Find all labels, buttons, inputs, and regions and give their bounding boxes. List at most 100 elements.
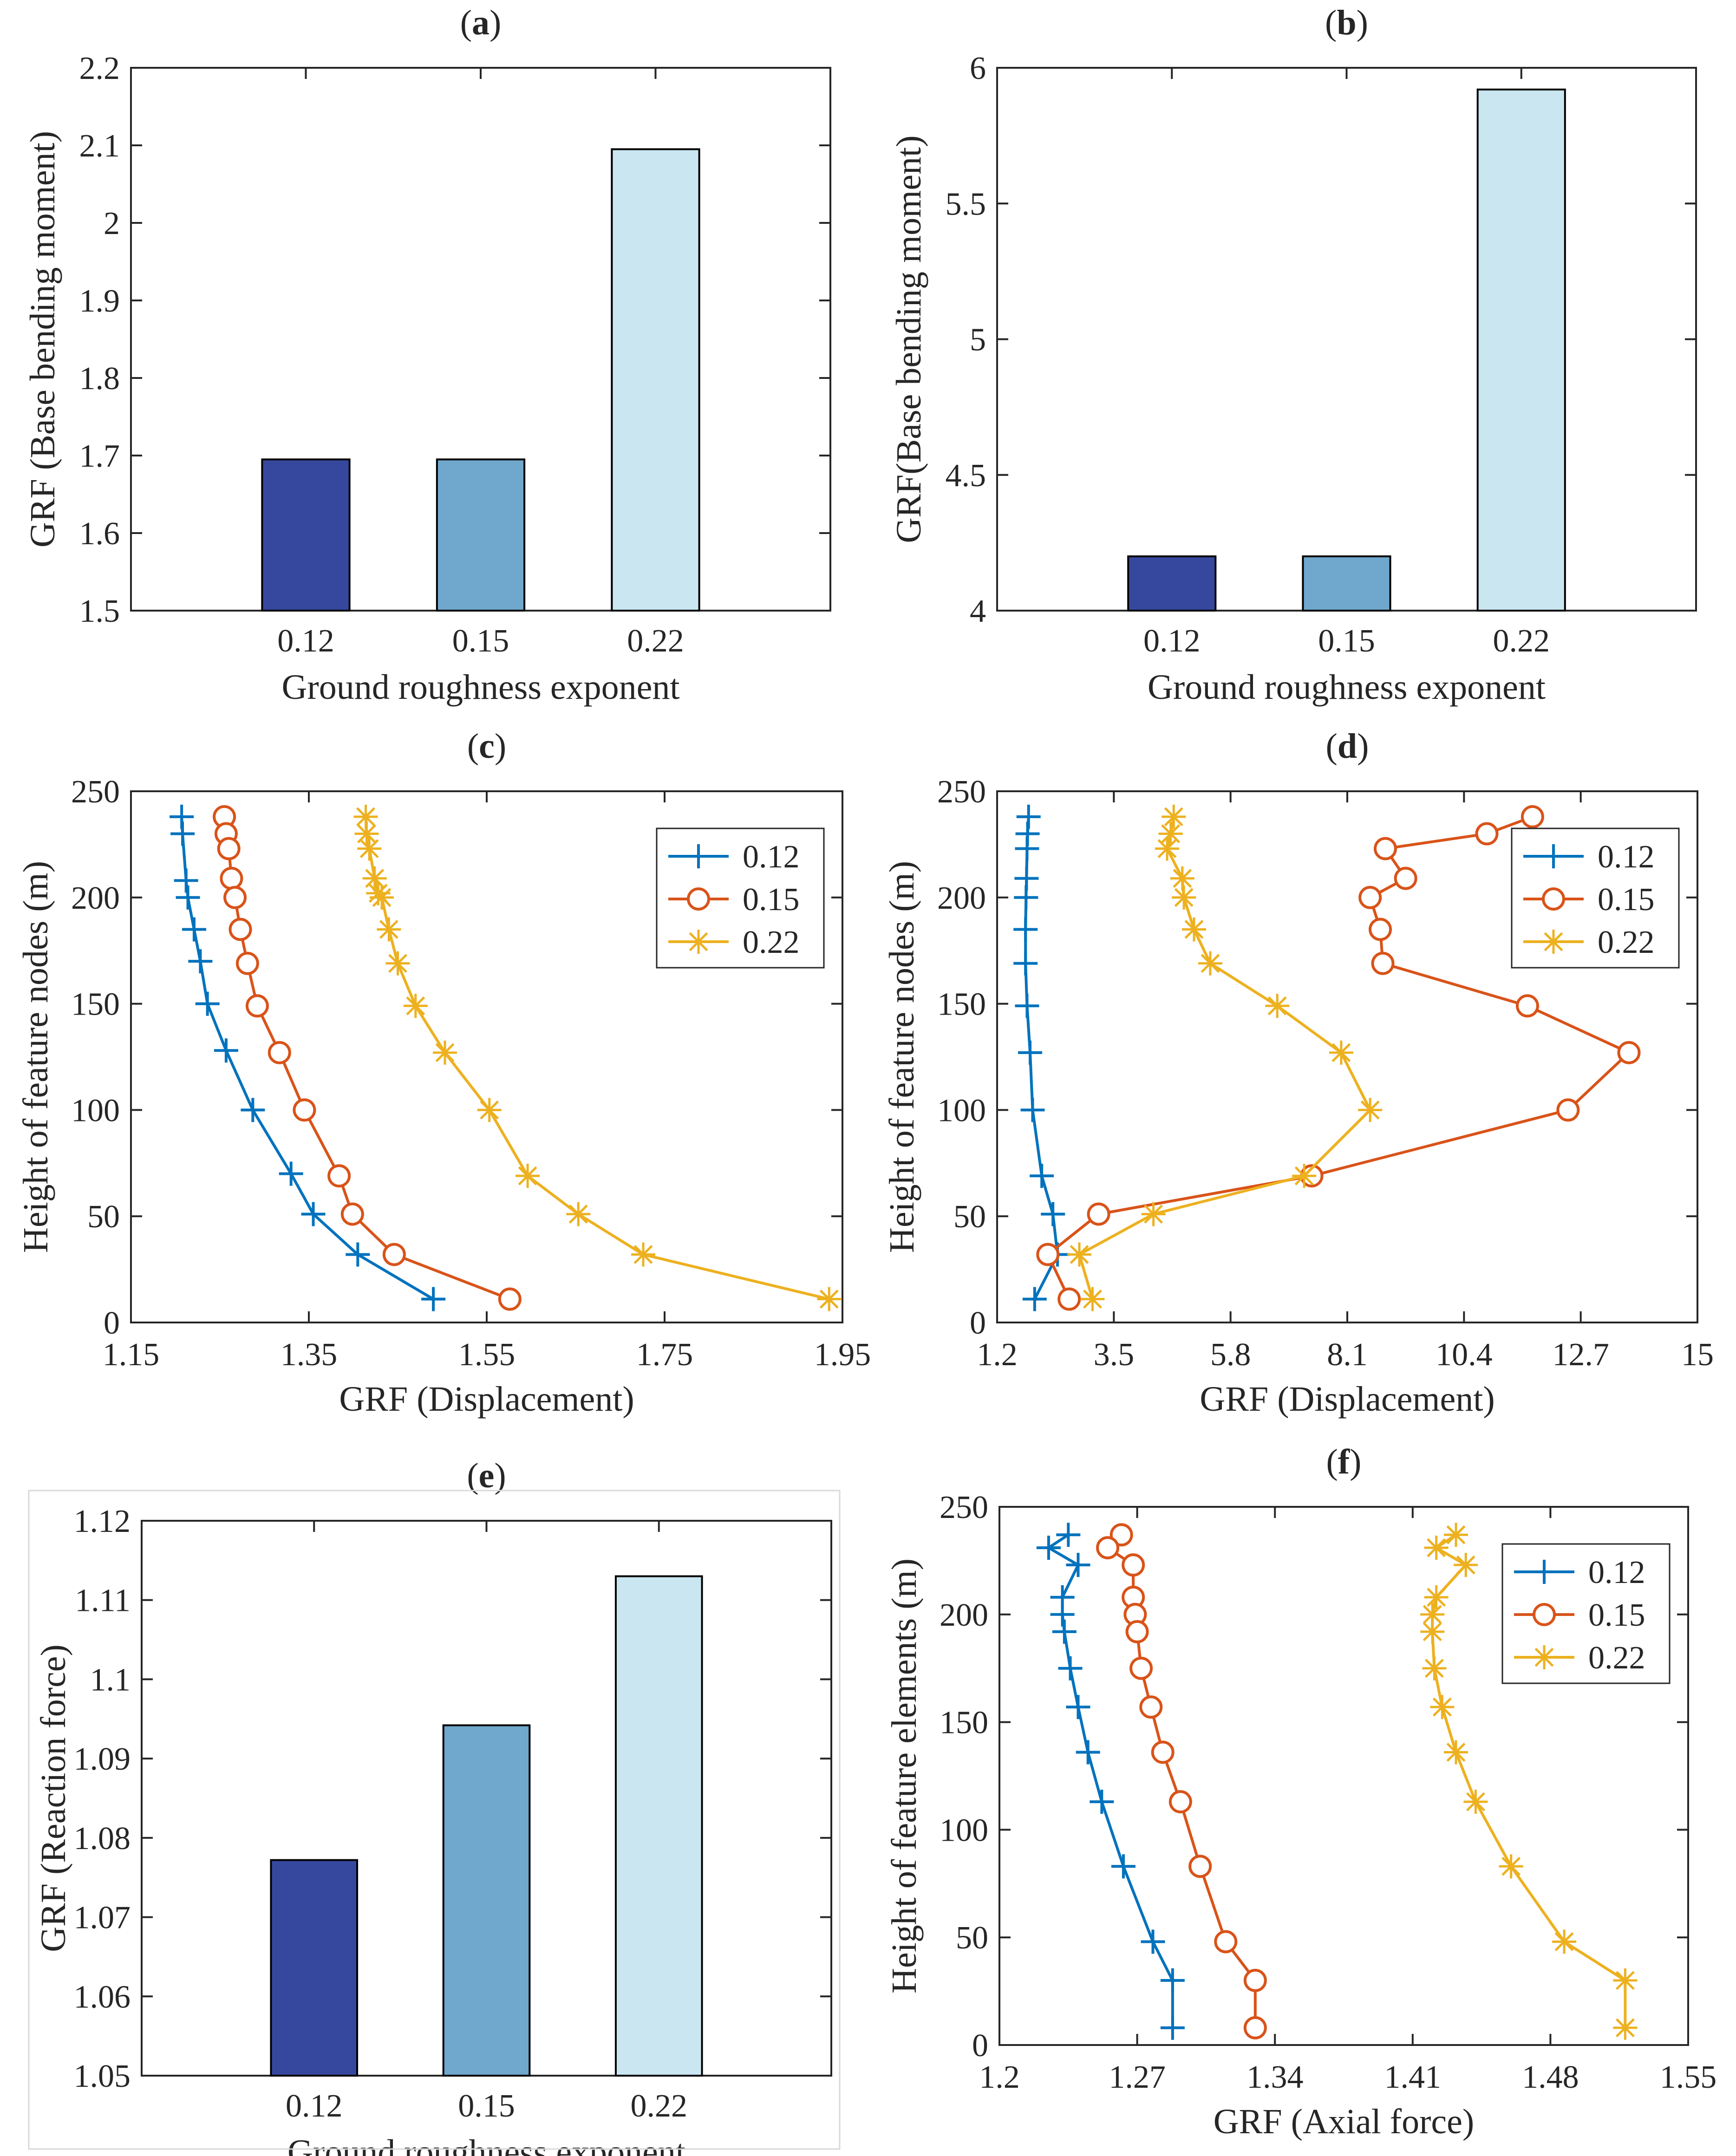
ytick-label: 6	[970, 51, 986, 86]
legend-marker-0.15	[1533, 1603, 1556, 1626]
y-axis-label: GRF(Base bending moment)	[889, 135, 928, 543]
point-0.22-d2	[1360, 1100, 1380, 1120]
panel-close-b: )	[1357, 3, 1368, 42]
ytick-label: 150	[71, 987, 120, 1023]
xtick-label: 0.12	[286, 2088, 343, 2124]
ytick-label: 100	[940, 1812, 988, 1848]
xtick-label: 1.34	[1247, 2059, 1304, 2095]
point-0.15	[340, 1202, 364, 1226]
ytick-label: 100	[71, 1093, 120, 1128]
legend-c: 0.12 0.15 0.22	[656, 827, 825, 969]
xtick-label: 12.7	[1552, 1337, 1609, 1373]
xtick-label: 10.4	[1436, 1337, 1493, 1373]
point-0.15	[1139, 1695, 1163, 1719]
xtick-label: 1.2	[979, 2059, 1020, 2095]
series-c-0.15	[213, 805, 522, 1311]
point-0.15	[1188, 1855, 1212, 1878]
point-0.22-d2	[1424, 1659, 1444, 1678]
xtick-label: 1.41	[1384, 2059, 1442, 2095]
panel-f: (f) 0 50 100 150 200 250 Height of feature elem…	[885, 1442, 1716, 2141]
panel-letter-a: a	[472, 3, 489, 42]
xtick-label: 1.2	[977, 1337, 1018, 1373]
ytick-label: 250	[71, 774, 120, 810]
ytick-label: 100	[937, 1093, 986, 1128]
xtick-label: 3.5	[1094, 1337, 1135, 1373]
legend-entry: 0.15	[1598, 882, 1655, 918]
panel-label-b: (b)	[1325, 3, 1368, 42]
legend-entry: 0.15	[1588, 1597, 1645, 1633]
panel-a: (a) 1.5 1.6 1.7 1.8 1.9 2 2.1 2.2 GRF (Base bendi…	[23, 3, 831, 707]
point-0.22-d2	[1161, 824, 1181, 844]
x-axis-label: Ground roughness exponent	[282, 668, 680, 707]
ytick-label: 200	[940, 1597, 988, 1633]
xtick-label: 1.48	[1522, 2059, 1579, 2095]
panel-e-frame	[28, 1490, 841, 2150]
point-0.22-d2	[1267, 996, 1287, 1016]
point-0.15	[1214, 1930, 1238, 1954]
point-0.22-d2	[1615, 2018, 1635, 2038]
point-0.15	[1521, 805, 1544, 828]
panel-letter-d: d	[1338, 727, 1357, 766]
point-0.22-d2	[435, 1043, 455, 1062]
point-0.15	[1122, 1553, 1145, 1577]
point-0.22-d2	[357, 824, 376, 844]
legend-marker-0.15	[1542, 887, 1565, 911]
point-0.22-d2	[1294, 1166, 1314, 1185]
panel-letter-e: e	[479, 1456, 495, 1495]
bar-0.15	[436, 458, 526, 612]
ytick-label: 5	[970, 322, 986, 358]
point-0.15	[1617, 1041, 1641, 1064]
xtick-label: 1.15	[103, 1337, 160, 1373]
panel-label-e: (e)	[467, 1456, 506, 1495]
xtick-label: 1.95	[814, 1337, 871, 1373]
bar-0.12	[270, 1859, 359, 2077]
panel-letter-b: b	[1337, 3, 1356, 42]
point-0.15	[1358, 886, 1382, 909]
point-0.15	[268, 1041, 291, 1064]
point-0.22-d2	[1184, 919, 1204, 939]
xtick-label: 5.8	[1210, 1337, 1251, 1373]
point-0.22-d2	[1427, 1588, 1446, 1607]
ytick-label: 1.9	[79, 283, 120, 319]
series-line-0.12	[180, 816, 434, 1301]
panel-d: (d) 0 50 100 150 200 250 Height of feature node…	[882, 727, 1714, 1419]
panel-label-f: (f)	[1326, 1442, 1362, 1481]
legend-marker-0.22-d2	[689, 932, 708, 951]
bar-0.15	[442, 1724, 531, 2077]
xtick-label: 1.35	[281, 1337, 338, 1373]
ytick-label: 4.5	[946, 458, 986, 494]
legend-entry: 0.22	[743, 925, 800, 960]
point-0.22-d2	[1174, 888, 1194, 907]
legend-f: 0.12 0.15 0.22	[1501, 1543, 1671, 1684]
point-0.22-d2	[1331, 1043, 1351, 1062]
point-0.15	[1556, 1098, 1580, 1122]
y-axis-label: Height of feature nodes (m)	[16, 861, 55, 1253]
point-0.15	[1371, 951, 1395, 975]
ytick-label: 2.2	[79, 51, 120, 86]
series-line-0.12	[1046, 1533, 1174, 2028]
ytick-label: 1.11	[75, 1583, 131, 1619]
point-0.22-d2	[359, 839, 379, 859]
panel-close-f: )	[1350, 1442, 1361, 1481]
point-0.15	[235, 951, 259, 975]
panel-b: (b) 4 4.5 5 5.5 6 GRF(Base bending moment) Grou…	[889, 3, 1697, 707]
series-f-0.15	[1096, 1523, 1267, 2039]
xtick-label: 0.22	[1493, 623, 1550, 659]
point-0.15	[1515, 994, 1539, 1018]
series-d-0.22	[1067, 804, 1383, 1311]
ytick-label: 1.12	[74, 1504, 131, 1539]
point-0.22-d2	[568, 1205, 588, 1224]
y-axis-label: GRF (Base bending moment)	[23, 131, 62, 547]
ytick-label: 250	[937, 774, 986, 810]
xtick-label: 1.55	[458, 1337, 516, 1373]
point-0.22-d2	[1554, 1932, 1574, 1951]
legend-marker-0.22-d2	[1544, 932, 1563, 951]
point-0.22-d2	[518, 1166, 537, 1185]
series-d-0.12	[1013, 804, 1070, 1311]
point-0.15	[327, 1164, 351, 1188]
ytick-label: 50	[87, 1199, 120, 1235]
xtick-label: 0.22	[631, 2088, 688, 2124]
ytick-label: 2.1	[79, 128, 120, 164]
panel-label-a: (a)	[460, 3, 502, 42]
